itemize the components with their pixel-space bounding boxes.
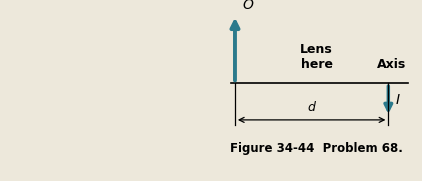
Text: Lens
here: Lens here (300, 43, 333, 71)
Text: Figure 34-44  Problem 68.: Figure 34-44 Problem 68. (230, 142, 403, 155)
Text: Axis: Axis (376, 58, 406, 71)
Text: I: I (396, 93, 400, 107)
Text: d: d (308, 101, 316, 114)
Text: O: O (243, 0, 254, 12)
